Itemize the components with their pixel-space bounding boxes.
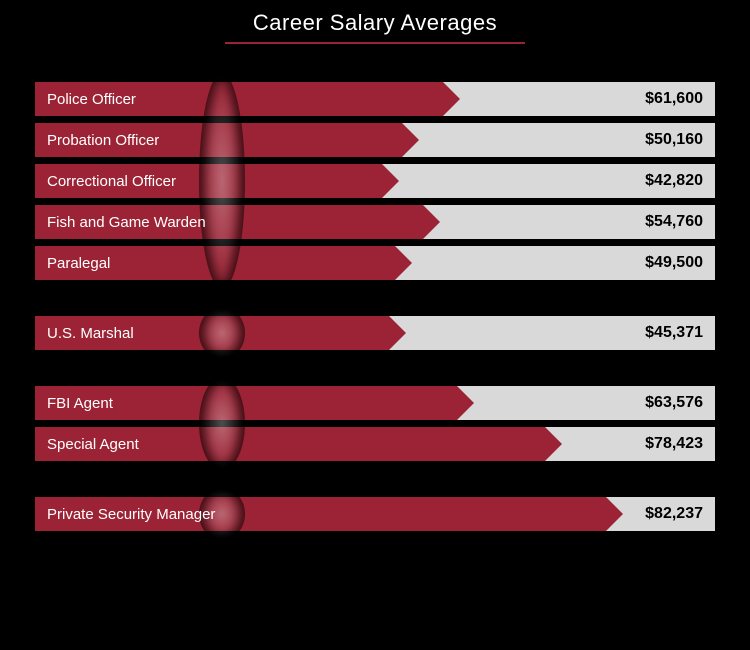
bar-value: $54,760 [645, 205, 703, 239]
bar-label: Correctional Officer [47, 164, 176, 198]
group-label [35, 477, 715, 491]
bar-value: $82,237 [645, 497, 703, 531]
salary-row: Probation Officer $50,160 [35, 123, 715, 157]
bar-value: $61,600 [645, 82, 703, 116]
salary-row: Paralegal $49,500 [35, 246, 715, 280]
bar-value: $45,371 [645, 316, 703, 350]
chart-container: Career Salary Averages Police Officer $61… [0, 0, 750, 650]
bar-label: U.S. Marshal [47, 316, 134, 350]
chart-title: Career Salary Averages [0, 10, 750, 36]
salary-row: Special Agent $78,423 [35, 427, 715, 461]
bar-label: Special Agent [47, 427, 139, 461]
group-label [35, 366, 715, 380]
salary-row: U.S. Marshal $45,371 [35, 316, 715, 350]
bar-value: $42,820 [645, 164, 703, 198]
salary-group: U.S. Marshal $45,371 [35, 296, 715, 350]
bar-label: FBI Agent [47, 386, 113, 420]
salary-row: Fish and Game Warden $54,760 [35, 205, 715, 239]
group-label [35, 62, 715, 76]
bar-label: Probation Officer [47, 123, 159, 157]
group-label [35, 296, 715, 310]
bar-label: Fish and Game Warden [47, 205, 206, 239]
bar-value: $50,160 [645, 123, 703, 157]
salary-group: FBI Agent $63,576 Special Agent $78,423 [35, 366, 715, 461]
title-area: Career Salary Averages [0, 10, 750, 44]
chart-area: Police Officer $61,600 Probation Officer $5… [0, 62, 750, 531]
title-underline [225, 42, 525, 44]
salary-group: Private Security Manager $82,237 [35, 477, 715, 531]
salary-row: Police Officer $61,600 [35, 82, 715, 116]
bar-value: $78,423 [645, 427, 703, 461]
bar-value: $49,500 [645, 246, 703, 280]
salary-row: Private Security Manager $82,237 [35, 497, 715, 531]
salary-row: Correctional Officer $42,820 [35, 164, 715, 198]
bar-value: $63,576 [645, 386, 703, 420]
salary-group: Police Officer $61,600 Probation Officer $5… [35, 62, 715, 280]
salary-row: FBI Agent $63,576 [35, 386, 715, 420]
bar-label: Private Security Manager [47, 497, 215, 531]
bar-label: Police Officer [47, 82, 136, 116]
bar-label: Paralegal [47, 246, 110, 280]
